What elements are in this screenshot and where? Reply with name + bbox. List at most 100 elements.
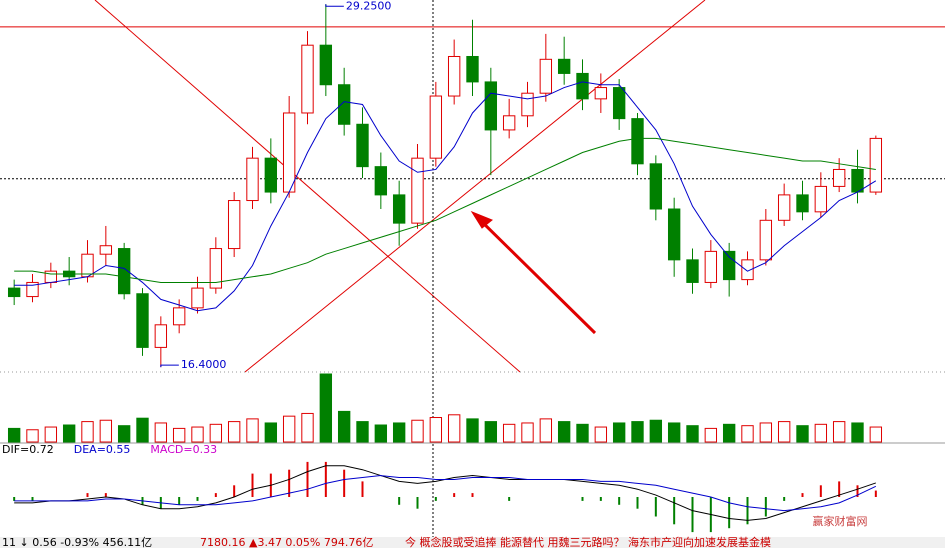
ma-line bbox=[14, 137, 876, 283]
candle-body bbox=[741, 259, 754, 281]
volume-bar bbox=[246, 418, 259, 443]
volume-bar bbox=[81, 421, 94, 443]
volume-bar bbox=[557, 421, 571, 443]
volume-bar bbox=[814, 423, 828, 443]
candle-body bbox=[356, 123, 369, 168]
volume-bar bbox=[411, 419, 424, 443]
volume-bar bbox=[154, 422, 168, 443]
candle-body bbox=[411, 157, 424, 224]
volume-bar bbox=[447, 414, 461, 443]
candle-body bbox=[337, 84, 351, 125]
annotation-leader bbox=[160, 364, 179, 368]
volume-bar bbox=[576, 423, 589, 443]
candle-body bbox=[502, 115, 516, 131]
watermark: 赢家财富网 bbox=[813, 514, 868, 528]
candle-body bbox=[631, 118, 644, 165]
candle-body bbox=[777, 194, 791, 221]
status-bar bbox=[0, 537, 945, 548]
volume-bar bbox=[484, 421, 498, 443]
volume-bar bbox=[667, 422, 681, 443]
candle-body bbox=[539, 58, 553, 94]
candle-body bbox=[319, 44, 333, 86]
candle-body bbox=[869, 137, 883, 193]
candle-body bbox=[686, 259, 699, 283]
macd-label: DEA=0.55 bbox=[74, 443, 131, 456]
candle-body bbox=[521, 92, 534, 117]
volume-bar bbox=[374, 424, 388, 443]
candle-body bbox=[99, 245, 113, 255]
annotation-label: 29.2500 bbox=[346, 0, 392, 12]
volume-bar bbox=[502, 423, 516, 443]
status-index: 7180.16 ▲3.47 0.05% 794.76亿 bbox=[200, 536, 373, 548]
candle-body bbox=[851, 168, 864, 193]
candle-body bbox=[374, 166, 388, 196]
candle-body bbox=[429, 95, 443, 159]
volume-bar bbox=[136, 417, 149, 443]
volume-bar bbox=[392, 422, 406, 443]
volume-bar bbox=[759, 422, 773, 443]
candle-body bbox=[117, 248, 131, 295]
volume-bar bbox=[356, 421, 369, 443]
status-news[interactable]: 今 概念股或受追捧 能源替代 用魏三元路吗？ 海东市产迎向加速发展基金模 bbox=[405, 535, 771, 548]
volume-bar bbox=[7, 427, 21, 443]
volume-bar bbox=[337, 410, 351, 443]
volume-bar bbox=[209, 423, 223, 443]
volume-bar bbox=[62, 424, 76, 443]
candle-body bbox=[44, 270, 58, 283]
volume-bar bbox=[117, 425, 131, 443]
annotation-leader bbox=[325, 4, 344, 7]
candle-body bbox=[832, 168, 846, 187]
macd-label: MACD=0.33 bbox=[150, 443, 217, 456]
candle-body bbox=[301, 44, 314, 114]
volume-bar bbox=[521, 422, 534, 443]
annotation-label: 16.4000 bbox=[181, 358, 227, 371]
candle-body bbox=[246, 157, 259, 202]
volume-bar bbox=[704, 427, 718, 443]
volume-bar bbox=[172, 427, 186, 443]
volume-bar bbox=[594, 426, 608, 443]
volume-bar bbox=[869, 426, 883, 443]
volume-bar bbox=[832, 421, 846, 443]
volume-bar bbox=[686, 425, 699, 443]
volume-bar bbox=[539, 418, 553, 443]
volume-bar bbox=[227, 421, 241, 443]
candle-body bbox=[227, 200, 241, 250]
candle-body bbox=[796, 194, 809, 213]
macd-line bbox=[14, 475, 877, 512]
candle-body bbox=[282, 112, 296, 193]
candle-body bbox=[154, 324, 168, 348]
volume-bar bbox=[851, 422, 864, 443]
candle-body bbox=[557, 58, 571, 74]
candle-body bbox=[466, 55, 479, 83]
macd-label: DIF=0.72 bbox=[2, 443, 54, 456]
ma-line bbox=[14, 81, 877, 312]
volume-bar bbox=[796, 425, 809, 443]
volume-bar bbox=[741, 425, 754, 443]
volume-bar bbox=[26, 429, 39, 443]
volume-bar bbox=[631, 421, 644, 443]
volume-bar bbox=[319, 373, 333, 443]
candle-body bbox=[81, 253, 94, 278]
candle-body bbox=[209, 248, 223, 289]
candle-body bbox=[136, 293, 149, 348]
candle-body bbox=[26, 281, 39, 298]
candle-body bbox=[191, 287, 204, 309]
volume-bar bbox=[264, 422, 278, 443]
volume-bar bbox=[429, 417, 443, 443]
volume-bar bbox=[777, 421, 791, 443]
candle-body bbox=[447, 55, 461, 97]
candle-body bbox=[172, 307, 186, 326]
status-left: 11 ↓ 0.56 -0.93% 456.11亿 bbox=[2, 536, 152, 548]
candle-body bbox=[612, 87, 626, 120]
candle-body bbox=[576, 72, 589, 100]
candle-body bbox=[722, 250, 736, 281]
volume-bar bbox=[649, 419, 663, 443]
candle-body bbox=[264, 157, 278, 193]
volume-bar bbox=[44, 426, 58, 443]
candle-body bbox=[392, 194, 406, 224]
volume-bar bbox=[191, 426, 204, 443]
volume-bar bbox=[722, 423, 736, 443]
candle-body bbox=[704, 250, 718, 283]
candle-body bbox=[594, 87, 608, 100]
volume-bar bbox=[99, 419, 113, 443]
